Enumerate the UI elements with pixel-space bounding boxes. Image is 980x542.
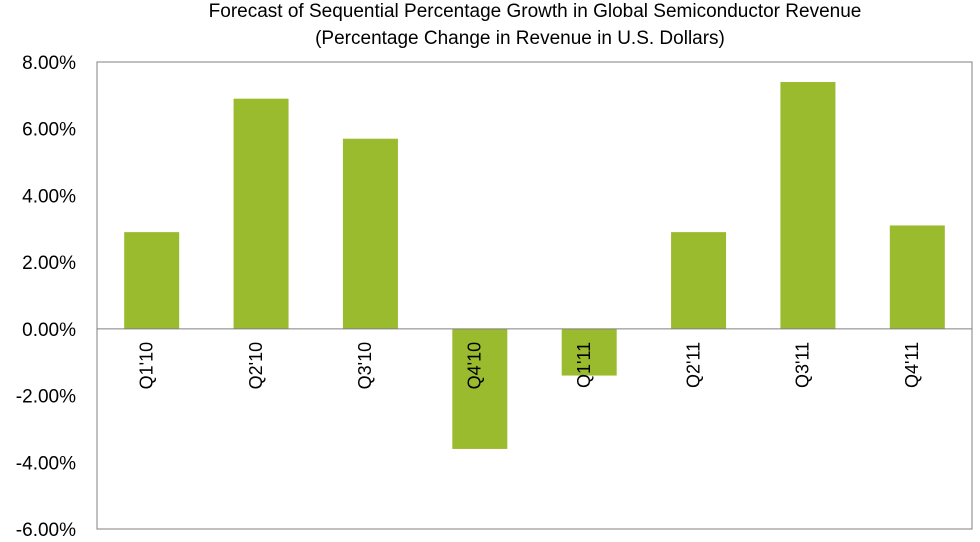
y-tick-label: 2.00% [22,253,76,274]
category-label: Q4'11 [902,342,922,388]
bar [342,138,398,329]
category-label: Q3'11 [793,342,813,388]
y-tick-label: 6.00% [22,120,76,141]
bar [780,82,836,329]
bar [233,98,289,329]
bar [124,232,180,329]
category-label: Q4'10 [465,342,485,389]
y-tick-label: -4.00% [16,453,76,474]
bars-group [124,82,945,449]
category-label: Q2'10 [246,342,266,389]
category-label: Q2'11 [683,342,703,388]
y-axis: 8.00% 6.00% 4.00% 2.00% 0.00% -2.00% -4.00% -6.… [16,53,76,541]
category-label: Q1'10 [136,342,156,389]
category-label: Q3'10 [355,342,375,389]
bar [452,328,508,449]
bar [889,225,945,329]
y-tick-label: -2.00% [16,387,76,408]
y-tick-label: -6.00% [16,520,76,541]
bar [671,232,727,329]
chart-subtitle: (Percentage Change in Revenue in U.S. Do… [315,28,725,49]
category-label: Q1'11 [574,342,594,388]
y-tick-label: 0.00% [22,320,76,341]
y-tick-label: 8.00% [22,53,76,74]
chart-title: Forecast of Sequential Percentage Growth… [209,1,862,22]
bar [561,328,617,376]
plot-area-frame [96,61,973,530]
y-tick-label: 4.00% [22,186,76,207]
x-axis-labels: Q1'10 Q2'10 Q3'10 Q4'10 Q1'11 Q2'11 Q3'11 Q4'11 [136,342,922,389]
